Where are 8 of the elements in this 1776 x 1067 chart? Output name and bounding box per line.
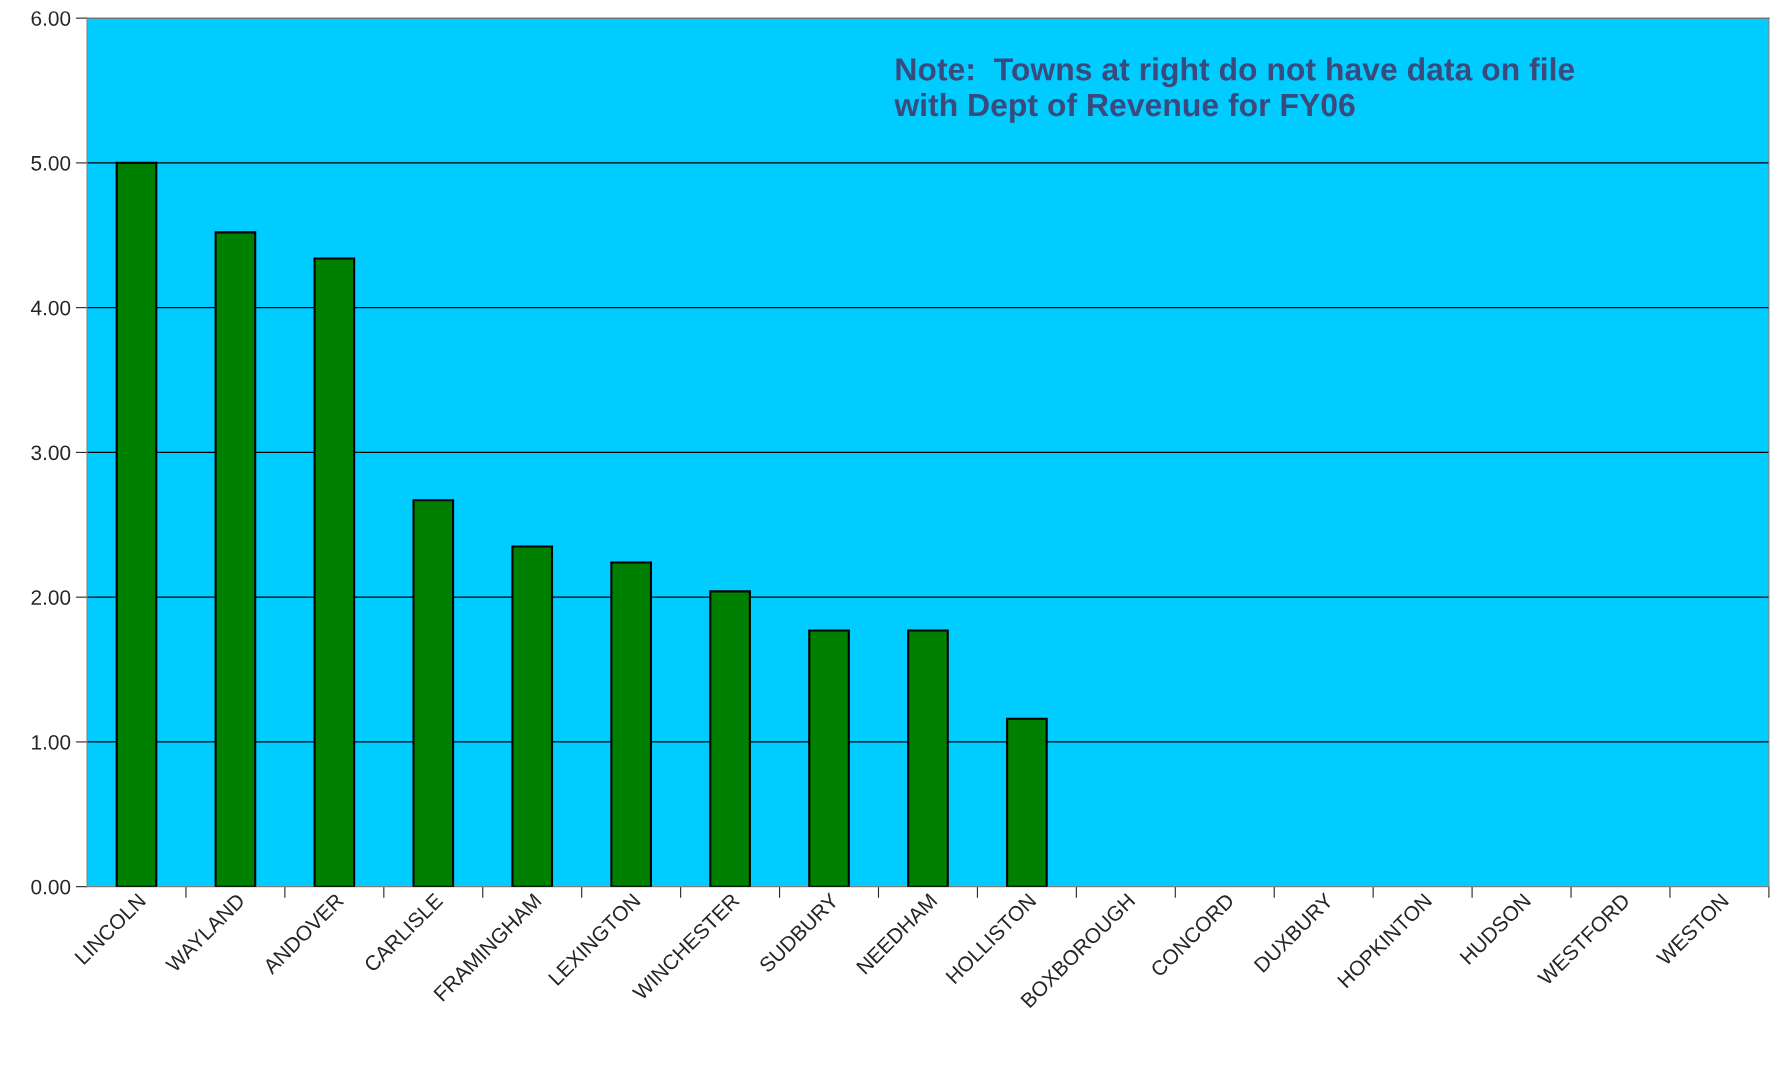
y-tick-label: 4.00 — [30, 300, 71, 316]
annotation: Note: Towns at right do not have data on file with Dept of Revenue for FY06 — [894, 57, 1575, 123]
y-tick-label: 3.00 — [31, 445, 71, 461]
y-tick-label: 6.00 — [31, 11, 71, 26]
y-tick-label: 1.00 — [32, 734, 71, 750]
y-tick-label: 0.00 — [31, 879, 71, 895]
y-tick-label: 2.00 — [31, 590, 71, 605]
y-tick-label: 5.00 — [31, 155, 71, 171]
